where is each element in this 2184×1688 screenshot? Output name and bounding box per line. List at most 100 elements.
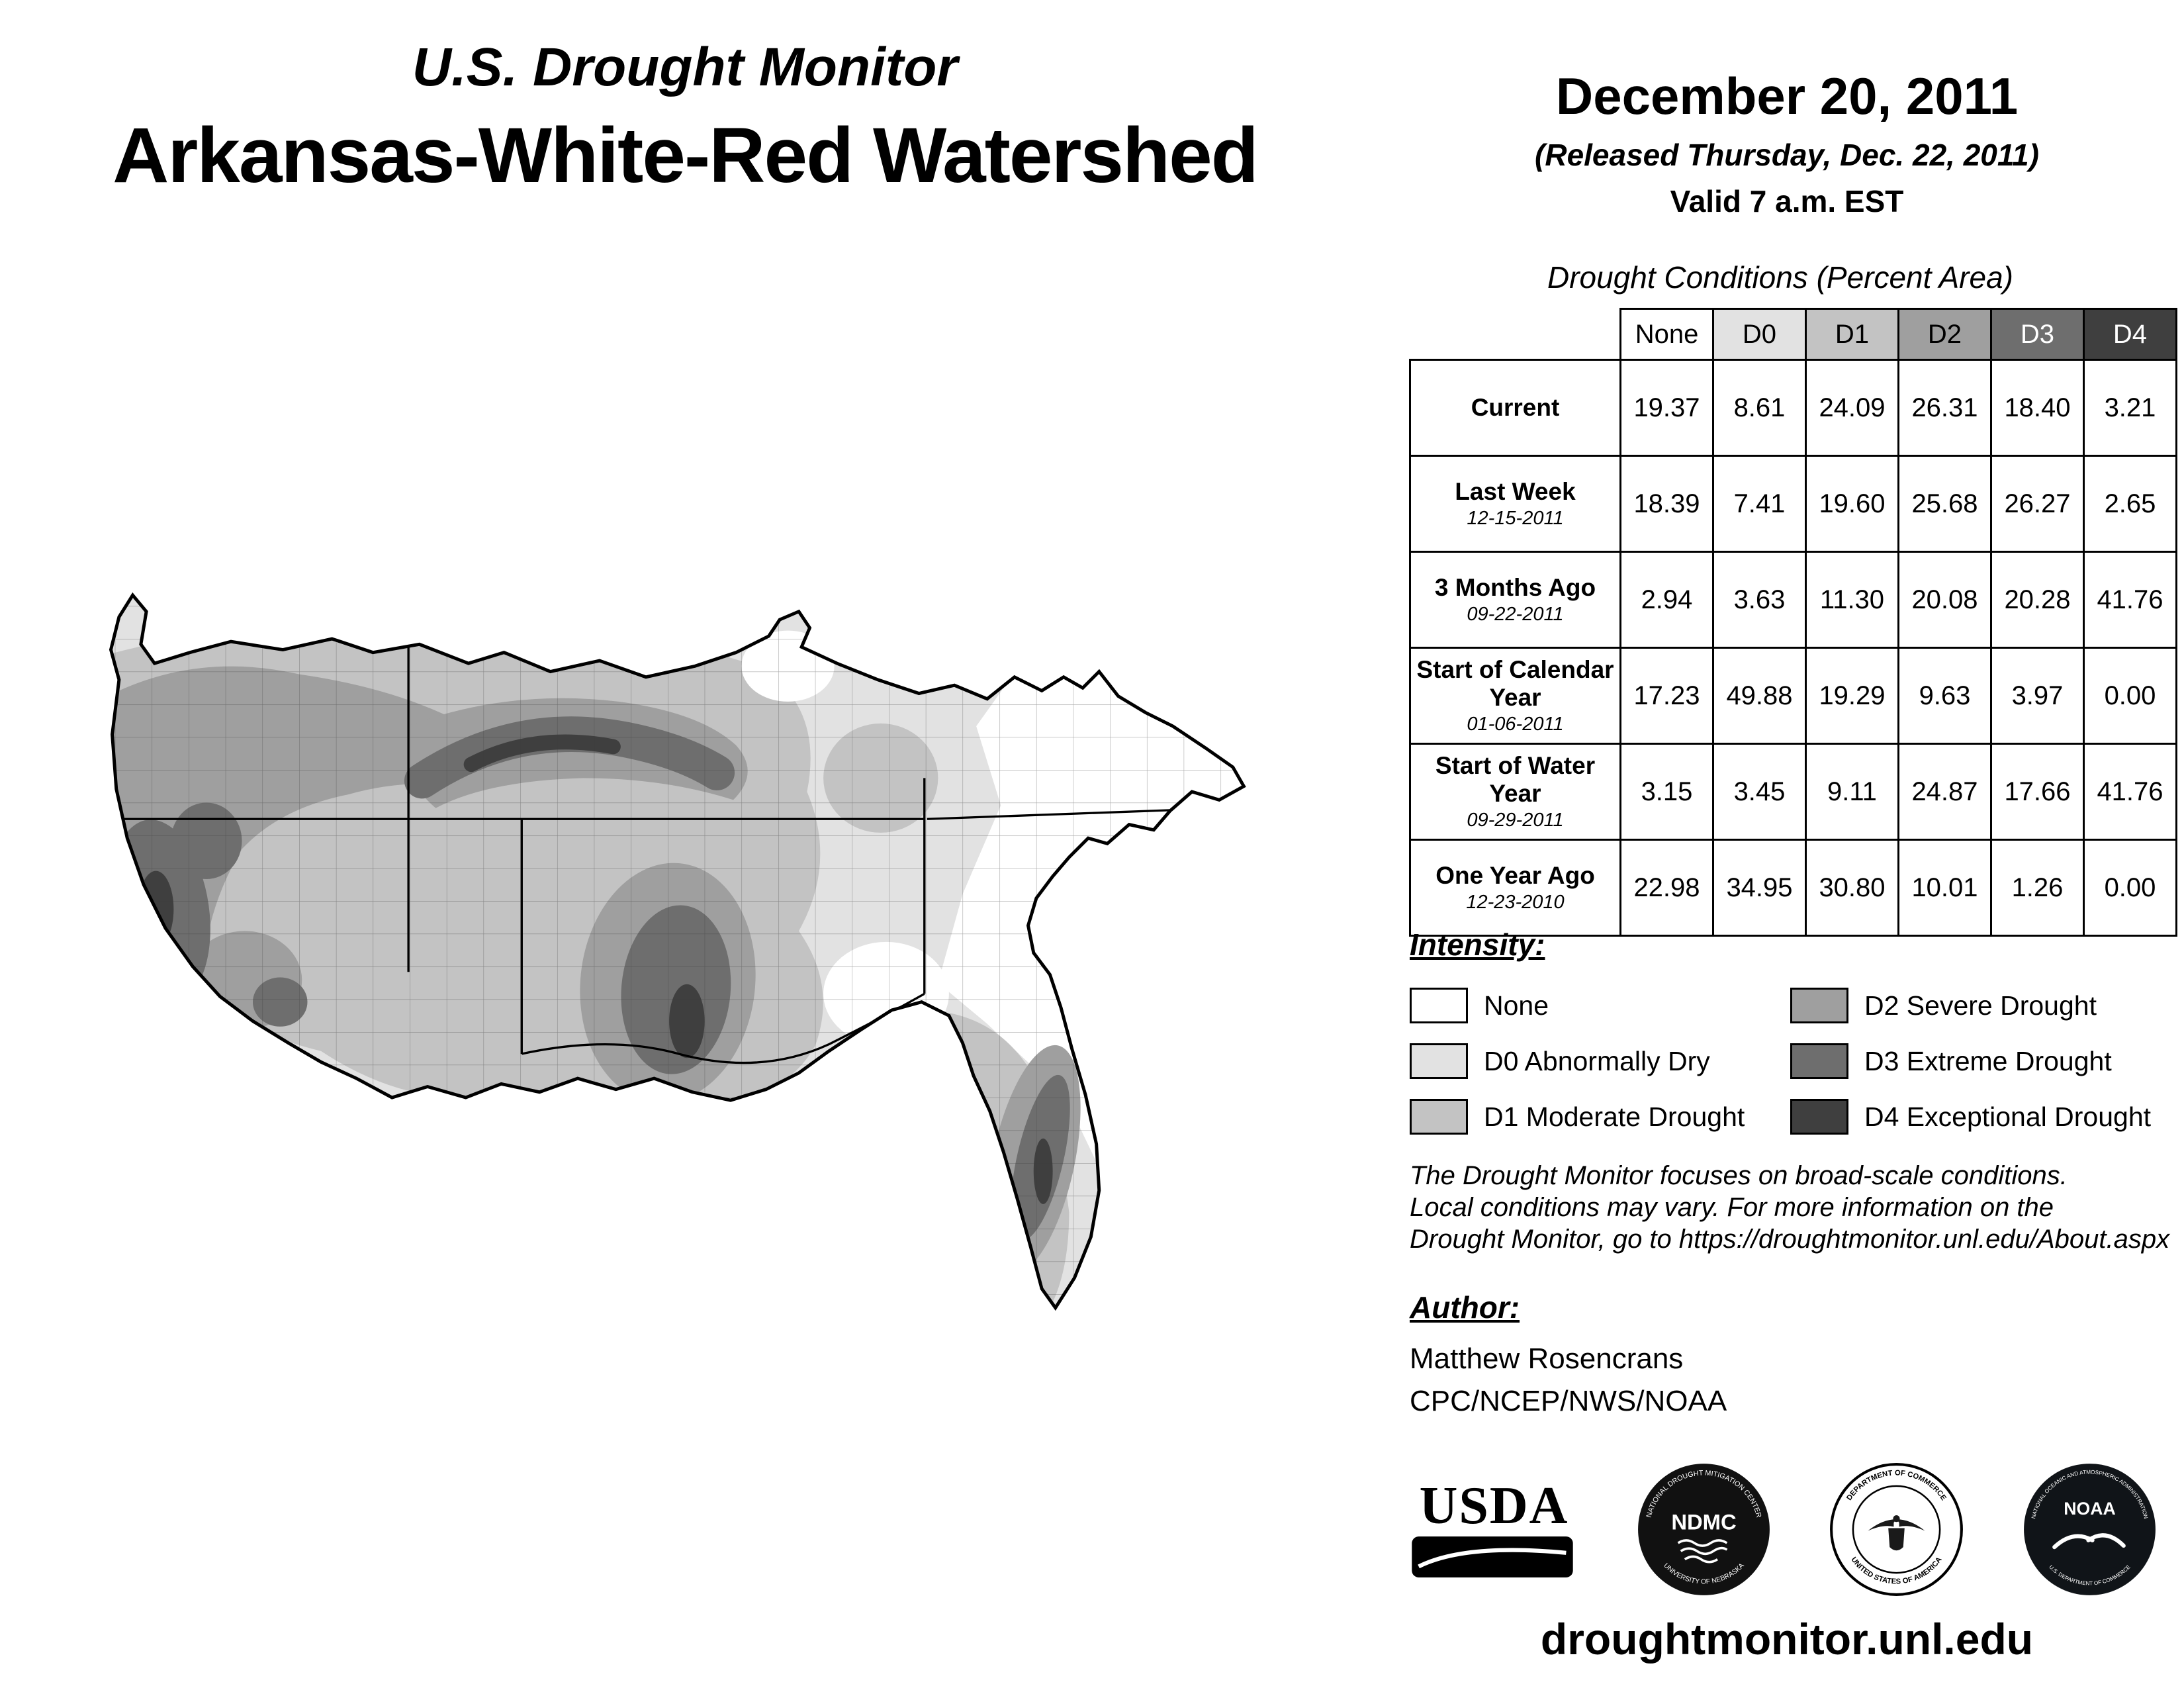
value-cell: 1.26 bbox=[1990, 839, 2085, 937]
state-boundaries bbox=[114, 635, 1228, 1064]
row-date: 12-15-2011 bbox=[1467, 508, 1564, 530]
row-label: 3 Months Ago bbox=[1434, 573, 1596, 601]
row-label: Current bbox=[1471, 394, 1560, 422]
value-cell: 2.65 bbox=[2083, 455, 2177, 553]
commerce-eagle-emblem bbox=[1868, 1515, 1925, 1551]
value-cell: 18.39 bbox=[1619, 455, 1714, 553]
disclaimer-text: The Drought Monitor focuses on broad-sca… bbox=[1410, 1160, 2177, 1255]
legend-item-d3: D3 Extreme Drought bbox=[1790, 1043, 2164, 1079]
legend-label: D1 Moderate Drought bbox=[1484, 1101, 1745, 1132]
row-label: One Year Ago bbox=[1435, 861, 1595, 889]
author-heading: Author: bbox=[1410, 1290, 1520, 1325]
row-label: Start of Water Year bbox=[1435, 752, 1596, 807]
value-cell: 3.21 bbox=[2083, 359, 2177, 457]
legend-item-d4: D4 Exceptional Drought bbox=[1790, 1099, 2164, 1135]
row-label-cell: Last Week 12-15-2011 bbox=[1409, 455, 1621, 553]
table-corner-blank bbox=[1410, 308, 1621, 360]
value-cell: 26.31 bbox=[1897, 359, 1992, 457]
disclaimer-line: Drought Monitor, go to https://droughtmo… bbox=[1410, 1225, 2170, 1254]
col-header-d2: D2 bbox=[1897, 308, 1992, 361]
disclaimer-line: Local conditions may vary. For more info… bbox=[1410, 1193, 2054, 1222]
row-date: 09-22-2011 bbox=[1467, 604, 1564, 626]
legend-swatch-none bbox=[1410, 988, 1468, 1023]
noaa-center-text: NOAA bbox=[2064, 1499, 2115, 1519]
drought-conditions-table: None D0 D1 D2 D3 D4 Current 19.37 8.61 2… bbox=[1409, 308, 2177, 937]
value-cell: 3.97 bbox=[1990, 647, 2085, 745]
value-cell: 17.66 bbox=[1990, 743, 2085, 841]
value-cell: 3.63 bbox=[1712, 551, 1807, 649]
legend-item-d0: D0 Abnormally Dry bbox=[1410, 1043, 1790, 1079]
row-label: Last Week bbox=[1455, 477, 1576, 505]
value-cell: 11.30 bbox=[1805, 551, 1899, 649]
legend-title: Intensity: bbox=[1410, 927, 1545, 962]
row-label-cell: 3 Months Ago 09-22-2011 bbox=[1409, 551, 1621, 649]
county-boundaries bbox=[111, 595, 1244, 1308]
noaa-logo: NATIONAL OCEANIC AND ATMOSPHERIC ADMINIS… bbox=[2024, 1464, 2156, 1595]
value-cell: 25.68 bbox=[1897, 455, 1992, 553]
row-label-cell: Start of Calendar Year 01-06-2011 bbox=[1409, 647, 1621, 745]
program-title: U.S. Drought Monitor bbox=[412, 37, 958, 97]
table-row: Start of Calendar Year 01-06-2011 17.23 … bbox=[1409, 647, 2177, 745]
legend-item-none: None bbox=[1410, 988, 1790, 1023]
ndmc-logo: NATIONAL DROUGHT MITIGATION CENTER UNIVE… bbox=[1637, 1464, 1770, 1595]
value-cell: 9.63 bbox=[1897, 647, 1992, 745]
legend-label: D3 Extreme Drought bbox=[1864, 1045, 2112, 1076]
value-cell: 26.27 bbox=[1990, 455, 2085, 553]
author-org: CPC/NCEP/NWS/NOAA bbox=[1410, 1385, 1727, 1417]
legend-label: None bbox=[1484, 990, 1549, 1021]
region-title: Arkansas-White-Red Watershed bbox=[113, 112, 1259, 199]
footer-url: droughtmonitor.unl.edu bbox=[1540, 1615, 2034, 1664]
legend-swatch-d2 bbox=[1790, 988, 1848, 1023]
map-date: December 20, 2011 bbox=[1555, 67, 2019, 125]
legend-swatch-d0 bbox=[1410, 1043, 1468, 1079]
legend-label: D2 Severe Drought bbox=[1864, 990, 2097, 1021]
value-cell: 10.01 bbox=[1897, 839, 1992, 937]
value-cell: 24.87 bbox=[1897, 743, 1992, 841]
value-cell: 3.15 bbox=[1619, 743, 1714, 841]
commerce-seal-logo: DEPARTMENT OF COMMERCE UNITED STATES OF … bbox=[1830, 1463, 1964, 1596]
intensity-legend: Intensity: None D0 Abnormally Dry D1 Mod… bbox=[1410, 927, 2164, 1135]
table-row: Start of Water Year 09-29-2011 3.15 3.45… bbox=[1409, 743, 2177, 841]
value-cell: 3.45 bbox=[1712, 743, 1807, 841]
legend-label: D0 Abnormally Dry bbox=[1484, 1045, 1710, 1076]
row-date: 01-06-2011 bbox=[1467, 713, 1564, 735]
date-block: December 20, 2011 (Released Thursday, De… bbox=[1410, 66, 2164, 219]
value-cell: 18.40 bbox=[1990, 359, 2085, 457]
map-title-block: U.S. Drought Monitor Arkansas-White-Red … bbox=[0, 36, 1370, 201]
legend-swatch-d4 bbox=[1790, 1099, 1848, 1135]
table-title: Drought Conditions (Percent Area) bbox=[1547, 260, 2013, 295]
legend-item-d1: D1 Moderate Drought bbox=[1410, 1099, 1790, 1135]
noaa-gull-icon bbox=[2052, 1533, 2126, 1550]
usda-logo: USDA bbox=[1410, 1479, 1578, 1579]
value-cell: 19.37 bbox=[1619, 359, 1714, 457]
table-row: Current 19.37 8.61 24.09 26.31 18.40 3.2… bbox=[1409, 359, 2177, 457]
value-cell: 17.23 bbox=[1619, 647, 1714, 745]
legend-swatch-d1 bbox=[1410, 1099, 1468, 1135]
value-cell: 9.11 bbox=[1805, 743, 1899, 841]
author-name: Matthew Rosencrans bbox=[1410, 1342, 1684, 1375]
value-cell: 0.00 bbox=[2083, 839, 2177, 937]
value-cell: 2.94 bbox=[1619, 551, 1714, 649]
legend-grid: None D0 Abnormally Dry D1 Moderate Droug… bbox=[1410, 988, 2164, 1135]
table-row: One Year Ago 12-23-2010 22.98 34.95 30.8… bbox=[1409, 839, 2177, 937]
row-label-cell: One Year Ago 12-23-2010 bbox=[1409, 839, 1621, 937]
author-block: Author: Matthew Rosencrans CPC/NCEP/NWS/… bbox=[1410, 1289, 2164, 1418]
row-date: 12-23-2010 bbox=[1466, 892, 1565, 914]
value-cell: 41.76 bbox=[2083, 743, 2177, 841]
value-cell: 24.09 bbox=[1805, 359, 1899, 457]
value-cell: 49.88 bbox=[1712, 647, 1807, 745]
col-header-d1: D1 bbox=[1805, 308, 1899, 361]
table-row: Last Week 12-15-2011 18.39 7.41 19.60 25… bbox=[1409, 455, 2177, 553]
value-cell: 8.61 bbox=[1712, 359, 1807, 457]
col-header-none: None bbox=[1619, 308, 1714, 361]
legend-item-d2: D2 Severe Drought bbox=[1790, 988, 2164, 1023]
table-row: 3 Months Ago 09-22-2011 2.94 3.63 11.30 … bbox=[1409, 551, 2177, 649]
value-cell: 7.41 bbox=[1712, 455, 1807, 553]
value-cell: 19.29 bbox=[1805, 647, 1899, 745]
drought-map-svg bbox=[78, 573, 1279, 1358]
row-label-cell: Start of Water Year 09-29-2011 bbox=[1409, 743, 1621, 841]
value-cell: 20.08 bbox=[1897, 551, 1992, 649]
legend-swatch-d3 bbox=[1790, 1043, 1848, 1079]
value-cell: 19.60 bbox=[1805, 455, 1899, 553]
